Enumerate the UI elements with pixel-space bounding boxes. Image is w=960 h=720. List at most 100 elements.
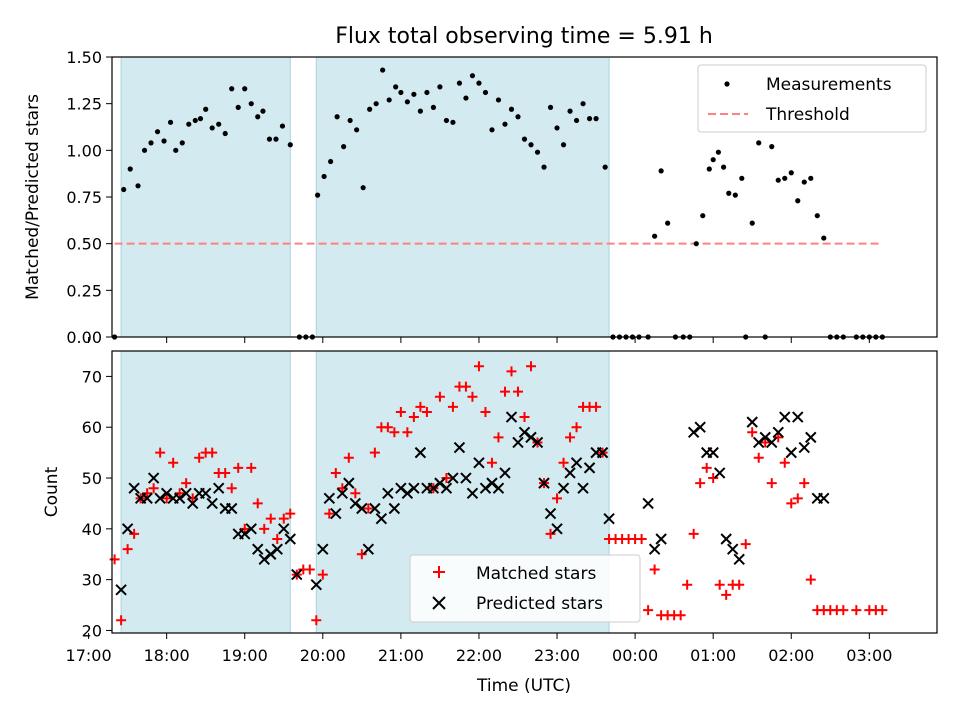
matched-stars-point — [415, 401, 426, 412]
predicted-stars-point — [753, 436, 765, 449]
x-tick-label: 21:00 — [378, 646, 424, 665]
measurement-point — [567, 108, 573, 114]
predicted-stars-point — [642, 497, 654, 510]
predicted-stars-point — [180, 487, 192, 499]
measurement-point — [580, 101, 586, 107]
measurement-point — [715, 149, 721, 155]
measurement-point — [167, 119, 174, 125]
predicted-stars-point — [291, 568, 303, 581]
x-tick-label: 18:00 — [144, 646, 190, 665]
matched-stars-point — [792, 493, 803, 504]
top-shaded-interval — [120, 56, 291, 338]
x-tick-label: 20:00 — [300, 646, 346, 665]
measurement-point — [775, 177, 781, 183]
matched-stars-point — [317, 569, 328, 580]
matched-stars-point — [239, 523, 250, 534]
matched-stars-point — [343, 452, 354, 463]
measurement-point — [321, 173, 327, 180]
matched-stars-point — [565, 432, 576, 443]
measurement-point — [235, 104, 241, 110]
measurement-point — [328, 158, 334, 165]
predicted-stars-point — [746, 416, 758, 428]
matched-stars-point — [389, 427, 400, 438]
matched-stars-point — [636, 534, 647, 544]
matched-stars-point — [259, 523, 270, 534]
measurement-point — [424, 89, 430, 96]
matched-stars-point — [129, 528, 140, 539]
matched-stars-point — [285, 508, 296, 519]
measurement-point — [209, 125, 215, 131]
matched-stars-point — [877, 605, 888, 616]
bottom-legend-box — [409, 554, 641, 623]
predicted-stars-point — [336, 487, 349, 499]
matched-stars-point — [187, 493, 198, 504]
matched-stars-point — [116, 615, 127, 626]
predicted-stars-point — [466, 487, 479, 499]
predicted-stars-point — [252, 543, 264, 555]
predicted-stars-point — [779, 411, 791, 423]
x-tick-label: 19:00 — [222, 646, 268, 665]
matched-stars-point — [356, 549, 367, 560]
bottom-y-tick-label: 70 — [82, 367, 102, 386]
bottom-panel: 20 30 40 50 60 70 17:00 18:00 19:00 20:00 21:00 22… — [42, 350, 938, 696]
matched-stars-point — [708, 473, 719, 484]
predicted-stars-point — [115, 584, 127, 596]
measurement-point — [554, 125, 560, 131]
measurement-point — [706, 166, 712, 172]
predicted-stars-point — [278, 523, 290, 535]
measurement-point — [456, 80, 463, 86]
predicted-stars-point — [798, 441, 810, 454]
predicted-stars-point — [655, 533, 667, 545]
predicted-stars-point — [479, 482, 492, 494]
matched-stars-point — [142, 488, 153, 499]
matched-stars-point — [382, 422, 393, 433]
matched-stars-point — [526, 361, 537, 372]
matched-stars-point — [838, 605, 849, 616]
matched-stars-point — [558, 457, 569, 468]
legend-predicted-marker — [432, 596, 446, 610]
measurement-point — [141, 147, 148, 153]
predicted-stars-point — [186, 497, 199, 510]
predicted-stars-point — [473, 457, 485, 469]
measurement-point — [756, 140, 762, 146]
predicted-stars-point — [440, 482, 453, 494]
matched-stars-point — [760, 437, 771, 448]
top-y-tick-label: 0.00 — [66, 328, 102, 347]
top-x-ticks — [88, 337, 870, 343]
top-panel: 0.00 0.25 0.50 0.75 1.00 1.25 1.50 Matched/Pre… — [23, 48, 938, 347]
predicted-stars-point — [531, 436, 544, 449]
legend-threshold-label: Threshold — [765, 105, 850, 125]
matched-stars-point — [408, 412, 419, 423]
predicted-stars-point — [343, 477, 355, 489]
measurement-point — [255, 114, 261, 120]
predicted-stars-point — [154, 492, 166, 505]
predicted-stars-point — [382, 487, 394, 499]
matched-stars-point — [181, 478, 192, 489]
matched-stars-point — [591, 401, 602, 412]
bottom-legend: Matched stars Predicted stars — [409, 554, 641, 623]
bottom-y-tick-label: 30 — [82, 571, 102, 590]
measurement-point — [732, 192, 738, 198]
measurement-point — [541, 164, 547, 170]
matched-stars-point — [174, 488, 185, 499]
measurement-point — [749, 220, 755, 226]
matched-stars-point — [714, 579, 725, 590]
top-y-tick-label: 0.75 — [66, 188, 102, 207]
top-data-layer — [112, 67, 885, 340]
predicted-stars-point — [427, 482, 440, 494]
matched-stars-point — [493, 432, 504, 443]
measurement-point — [573, 117, 580, 124]
predicted-stars-point — [512, 436, 524, 449]
x-tick-label: 02:00 — [768, 646, 814, 665]
matched-stars-point — [194, 452, 205, 463]
measurement-point — [135, 183, 141, 189]
measurement-point — [560, 142, 567, 148]
top-shaded-interval — [315, 56, 610, 338]
predicted-stars-point — [212, 482, 225, 494]
matched-stars-point — [799, 478, 810, 489]
top-y-tick-label: 1.50 — [66, 48, 102, 67]
measurement-point — [273, 136, 279, 142]
matched-stars-point — [688, 528, 699, 539]
bottom-y-tick-label: 60 — [82, 418, 102, 437]
predicted-stars-point — [271, 543, 283, 555]
